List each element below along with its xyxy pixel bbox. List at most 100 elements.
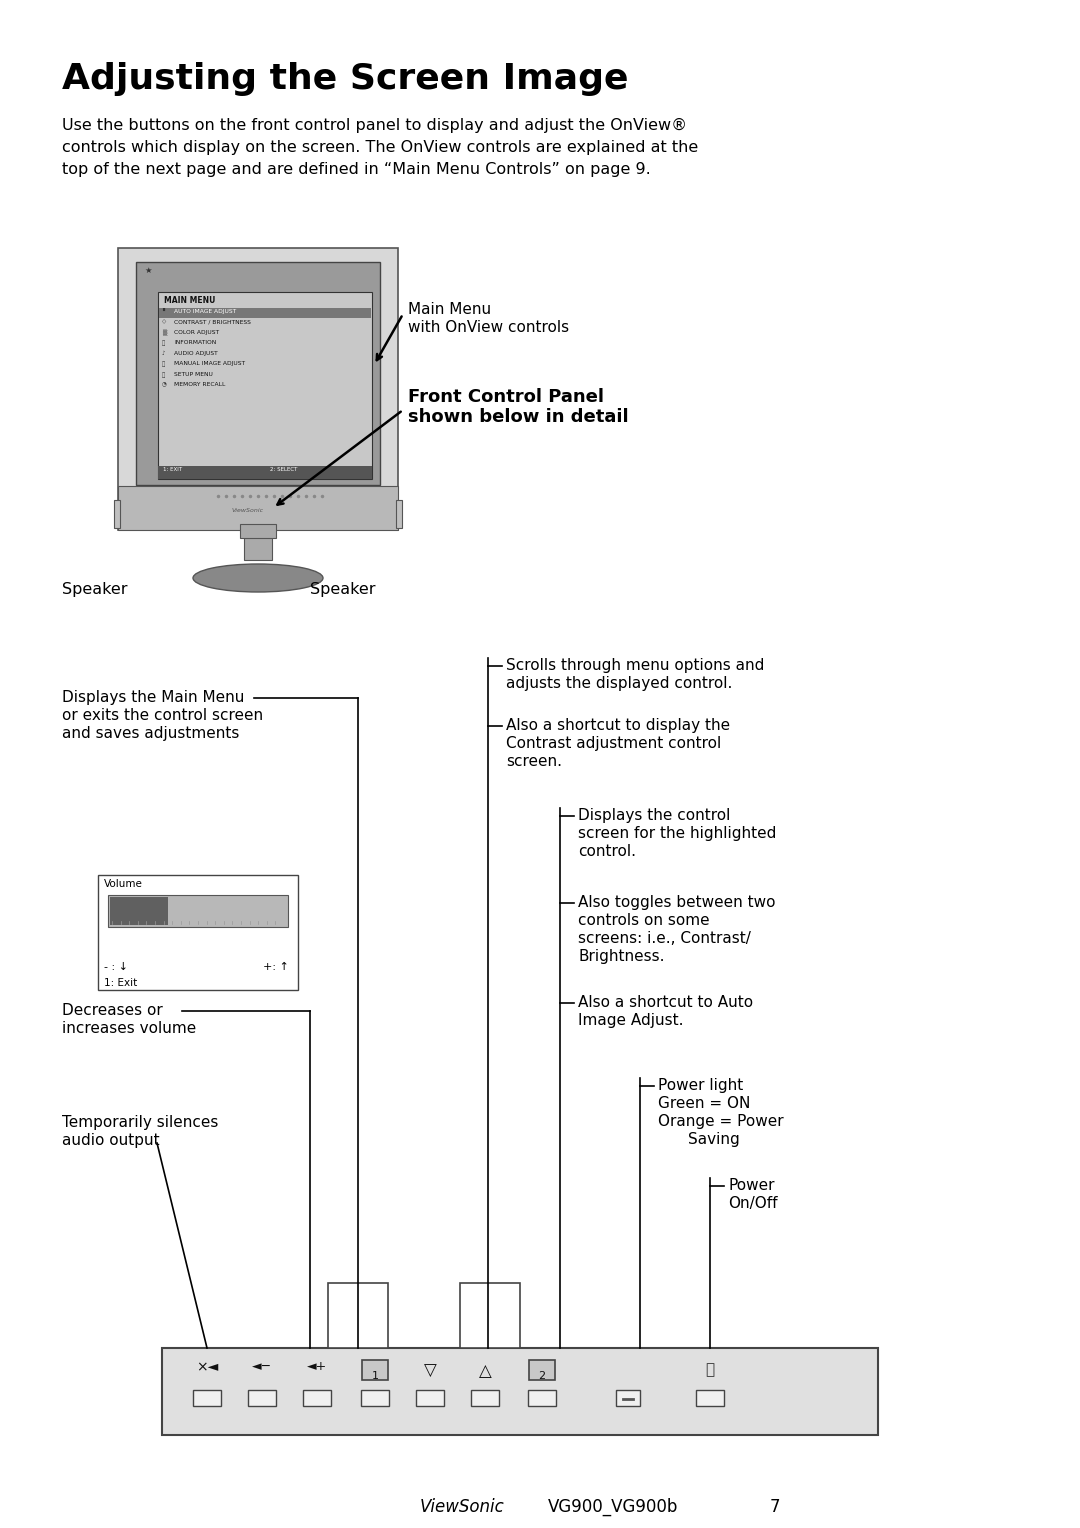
Bar	[110, 897, 168, 924]
Text: AUTO IMAGE ADJUST: AUTO IMAGE ADJUST	[174, 309, 237, 313]
Text: AUDIO ADJUST: AUDIO ADJUST	[174, 351, 218, 356]
Bar	[248, 1390, 276, 1406]
Text: increases volume: increases volume	[62, 1021, 197, 1036]
Bar	[303, 1390, 330, 1406]
Bar	[460, 1284, 519, 1348]
Text: Saving: Saving	[688, 1132, 740, 1148]
Text: ⌖: ⌖	[162, 362, 165, 367]
Text: MAIN MENU: MAIN MENU	[164, 296, 215, 306]
Text: Also toggles between two: Also toggles between two	[578, 895, 775, 911]
Bar	[244, 530, 272, 559]
Text: Ⓣ: Ⓣ	[162, 371, 165, 377]
Bar	[98, 876, 298, 990]
Bar	[158, 292, 372, 478]
Text: screen.: screen.	[507, 753, 562, 769]
Text: ⓘ: ⓘ	[162, 341, 165, 347]
Text: screens: i.e., Contrast/: screens: i.e., Contrast/	[578, 931, 751, 946]
Text: ViewSonic: ViewSonic	[232, 507, 264, 513]
Bar	[362, 1360, 388, 1380]
Text: Also a shortcut to Auto: Also a shortcut to Auto	[578, 995, 753, 1010]
Text: Front Control Panel: Front Control Panel	[408, 388, 604, 406]
Bar	[118, 486, 399, 530]
Bar	[696, 1390, 724, 1406]
Text: CONTRAST / BRIGHTNESS: CONTRAST / BRIGHTNESS	[174, 319, 251, 324]
Text: controls which display on the screen. The OnView controls are explained at the: controls which display on the screen. Th…	[62, 141, 699, 154]
Text: ViewSonic: ViewSonic	[420, 1497, 504, 1516]
Bar	[136, 261, 380, 484]
Text: ◔: ◔	[162, 382, 166, 388]
Text: Main Menu: Main Menu	[408, 303, 491, 316]
Bar	[529, 1360, 555, 1380]
Bar	[616, 1390, 640, 1406]
Text: ★: ★	[144, 266, 151, 275]
Text: Orange = Power: Orange = Power	[658, 1114, 784, 1129]
Text: Temporarily silences: Temporarily silences	[62, 1115, 218, 1131]
Text: ◇: ◇	[162, 319, 166, 324]
Text: Also a shortcut to display the: Also a shortcut to display the	[507, 718, 730, 733]
Bar	[471, 1390, 499, 1406]
Text: Speaker: Speaker	[310, 582, 376, 597]
Text: 7: 7	[770, 1497, 781, 1516]
Text: ×◄: ×◄	[195, 1360, 218, 1374]
Ellipse shape	[193, 564, 323, 591]
Text: Contrast adjustment control: Contrast adjustment control	[507, 736, 721, 750]
Text: audio output: audio output	[62, 1132, 160, 1148]
Text: Brightness.: Brightness.	[578, 949, 664, 964]
Text: controls on some: controls on some	[578, 914, 710, 927]
Text: Volume: Volume	[104, 879, 143, 889]
Text: ♪: ♪	[162, 351, 165, 356]
Text: 1: Exit: 1: Exit	[104, 978, 137, 989]
Text: 2: 2	[539, 1371, 545, 1381]
Text: 2: SELECT: 2: SELECT	[270, 468, 297, 472]
Bar	[158, 466, 372, 478]
Text: Green = ON: Green = ON	[658, 1096, 751, 1111]
Text: Displays the control: Displays the control	[578, 808, 730, 824]
Bar	[193, 1390, 221, 1406]
Bar	[114, 500, 120, 529]
Text: ◄−: ◄−	[252, 1360, 272, 1374]
Bar	[162, 1348, 878, 1435]
Text: top of the next page and are defined in “Main Menu Controls” on page 9.: top of the next page and are defined in …	[62, 162, 651, 177]
Text: Power light: Power light	[658, 1077, 743, 1093]
Text: Speaker: Speaker	[62, 582, 127, 597]
Text: INFORMATION: INFORMATION	[174, 341, 216, 345]
Bar	[396, 500, 402, 529]
Text: MANUAL IMAGE ADJUST: MANUAL IMAGE ADJUST	[174, 362, 245, 367]
Text: ▽: ▽	[423, 1361, 436, 1380]
Bar	[361, 1390, 389, 1406]
Bar	[416, 1390, 444, 1406]
Text: △: △	[478, 1361, 491, 1380]
Text: MEMORY RECALL: MEMORY RECALL	[174, 382, 226, 388]
Text: Decreases or: Decreases or	[62, 1002, 163, 1018]
Text: Displays the Main Menu: Displays the Main Menu	[62, 691, 244, 704]
Text: SETUP MENU: SETUP MENU	[174, 371, 213, 377]
Text: On/Off: On/Off	[728, 1196, 778, 1212]
Bar	[328, 1284, 388, 1348]
Text: Scrolls through menu options and: Scrolls through menu options and	[507, 659, 765, 672]
Text: control.: control.	[578, 843, 636, 859]
Text: COLOR ADJUST: COLOR ADJUST	[174, 330, 219, 335]
Text: ⏻: ⏻	[705, 1361, 715, 1377]
Bar	[108, 895, 288, 927]
Text: ▒: ▒	[162, 330, 166, 336]
Text: 1: 1	[372, 1371, 378, 1381]
Bar	[159, 309, 372, 318]
Text: - : ↓: - : ↓	[104, 963, 129, 972]
Bar	[528, 1390, 556, 1406]
Text: Use the buttons on the front control panel to display and adjust the OnView®: Use the buttons on the front control pan…	[62, 118, 687, 133]
Text: adjusts the displayed control.: adjusts the displayed control.	[507, 675, 732, 691]
Text: shown below in detail: shown below in detail	[408, 408, 629, 426]
Bar	[240, 524, 276, 538]
Text: and saves adjustments: and saves adjustments	[62, 726, 240, 741]
Text: Adjusting the Screen Image: Adjusting the Screen Image	[62, 63, 629, 96]
Text: 1: EXIT: 1: EXIT	[163, 468, 183, 472]
Text: VG900_VG900b: VG900_VG900b	[548, 1497, 678, 1516]
Text: with OnView controls: with OnView controls	[408, 319, 569, 335]
Text: +: ↑: +: ↑	[264, 963, 288, 972]
Text: ◄+: ◄+	[307, 1360, 327, 1374]
Text: screen for the highlighted: screen for the highlighted	[578, 827, 777, 840]
Text: or exits the control screen: or exits the control screen	[62, 707, 264, 723]
Text: Power: Power	[728, 1178, 774, 1193]
Text: Image Adjust.: Image Adjust.	[578, 1013, 684, 1028]
Text: ▘: ▘	[162, 309, 166, 313]
